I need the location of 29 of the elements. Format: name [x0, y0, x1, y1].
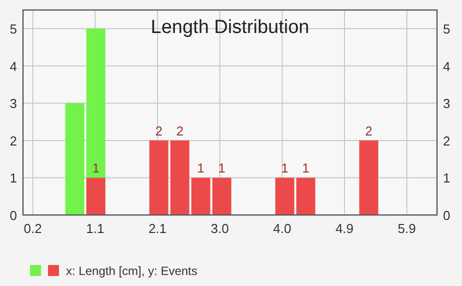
y2-tick-label: 4: [443, 58, 450, 74]
data-label: 1: [92, 160, 100, 176]
y-tick-label: 4: [10, 58, 17, 74]
x-tick-label: 4.9: [335, 221, 354, 236]
data-label: 2: [176, 123, 184, 138]
x-tick-label: 0.2: [24, 221, 42, 236]
y-tick-label: 2: [10, 133, 17, 148]
data-label: 1: [218, 160, 226, 176]
y2-tick-label: 3: [443, 96, 450, 112]
data-label: 1: [281, 160, 288, 176]
y2-tick-label: 0: [443, 208, 450, 223]
data-label: 2: [365, 123, 372, 138]
x-tick-label: 2.1: [148, 221, 167, 236]
y-tick-label: 1: [10, 170, 17, 186]
legend-label: x: Length [cm], y: Events: [66, 264, 198, 278]
y2-tick-label: 1: [443, 170, 450, 186]
x-tick-label: 4.0: [273, 221, 292, 236]
y-tick-label: 0: [10, 208, 17, 223]
y2-tick-label: 2: [443, 133, 450, 148]
y-tick-label: 3: [10, 96, 17, 112]
chart-title: Length Distribution: [150, 17, 310, 38]
y2-tick-label: 5: [443, 22, 450, 37]
x-tick-label: 5.9: [398, 221, 416, 236]
x-tick-label: 3.0: [210, 221, 229, 236]
data-label: 1: [302, 160, 310, 176]
data-label: 2: [155, 123, 162, 138]
x-tick-label: 1.1: [86, 221, 104, 236]
data-label: 1: [197, 160, 204, 176]
y-tick-label: 5: [10, 22, 17, 37]
